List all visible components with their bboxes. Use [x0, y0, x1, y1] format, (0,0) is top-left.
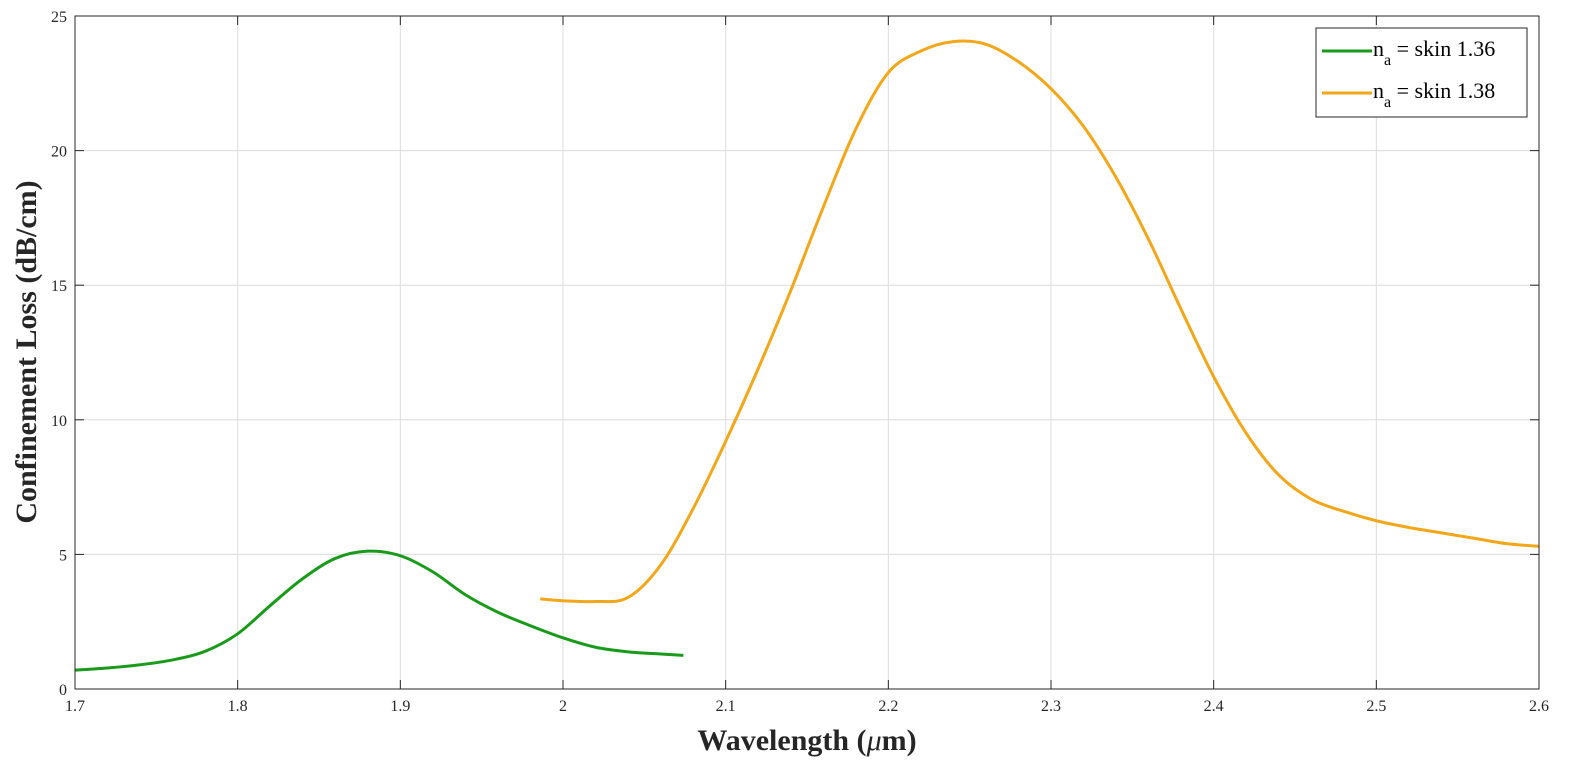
- legend-label-1-n: n: [1373, 36, 1384, 61]
- y-tick-label: 0: [59, 682, 67, 699]
- series-layer: [74, 39, 1540, 672]
- legend-label-1: na = skin 1.36: [1373, 36, 1495, 69]
- x-tick-label: 1.9: [390, 698, 410, 715]
- y-tick-label: 15: [51, 278, 67, 295]
- x-tick-label: 2.1: [716, 698, 736, 715]
- x-tick-labels: 1.7 1.8 1.9 2 2.1 2.2 2.3 2.4 2.5 2.6: [65, 698, 1549, 715]
- legend-label-1-sub: a: [1384, 52, 1391, 69]
- series-line-2: [540, 39, 1540, 604]
- x-axis-title-main: Wavelength (: [697, 724, 866, 757]
- x-tick-label: 2.3: [1041, 698, 1061, 715]
- y-tick-labels: 0 5 10 15 20 25: [51, 9, 67, 699]
- legend-label-2-sub: a: [1384, 94, 1391, 111]
- y-tick-label: 25: [51, 9, 67, 26]
- legend-label-1-rest: = skin 1.36: [1391, 36, 1495, 61]
- plot-frame: [74, 15, 1540, 690]
- x-tick-label: 1.7: [65, 698, 85, 715]
- series-line-1: [74, 549, 684, 672]
- legend: na = skin 1.36 na = skin 1.38: [1315, 27, 1528, 118]
- x-tick-label: 2.5: [1366, 698, 1386, 715]
- x-axis-title-end: m): [882, 724, 917, 757]
- ticks: [74, 15, 1540, 690]
- x-tick-label: 1.8: [228, 698, 248, 715]
- x-axis-title-mu: μ: [866, 724, 882, 757]
- y-tick-label: 10: [51, 413, 67, 430]
- y-axis-title: Confinement Loss (dB/cm): [10, 180, 43, 523]
- y-tick-label: 5: [59, 547, 67, 564]
- x-tick-label: 2: [559, 698, 567, 715]
- x-tick-label: 2.6: [1529, 698, 1549, 715]
- legend-label-2-n: n: [1373, 78, 1384, 103]
- x-axis-title: Wavelength (μm): [697, 724, 916, 757]
- x-tick-label: 2.2: [878, 698, 898, 715]
- legend-label-2: na = skin 1.38: [1373, 78, 1495, 111]
- x-tick-label: 2.4: [1204, 698, 1224, 715]
- y-tick-label: 20: [51, 144, 67, 161]
- legend-label-2-rest: = skin 1.38: [1391, 78, 1495, 103]
- legend-box: [1315, 27, 1528, 118]
